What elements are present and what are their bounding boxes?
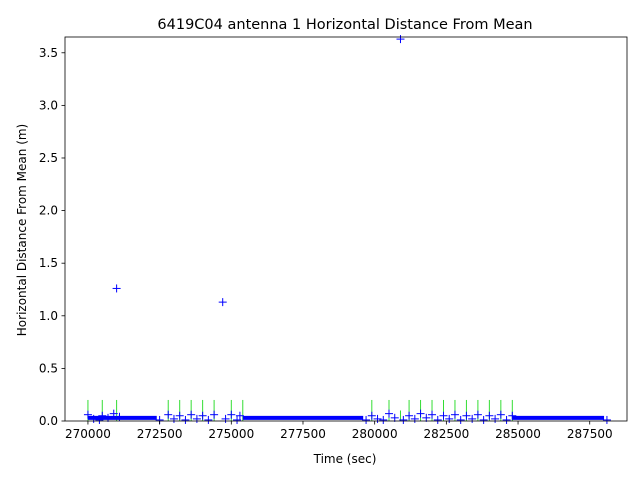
- x-tick-label: 287500: [567, 427, 613, 441]
- x-tick-label: 277500: [280, 427, 326, 441]
- x-tick-label: 270000: [65, 427, 111, 441]
- data-point: [104, 413, 113, 422]
- y-tick-label: 0.5: [39, 361, 58, 375]
- data-point: [502, 415, 511, 424]
- data-point: [115, 412, 124, 421]
- data-point: [491, 414, 500, 423]
- data-point: [445, 414, 454, 423]
- data-point: [410, 414, 419, 423]
- data-point: [235, 411, 244, 420]
- data-point: [485, 411, 494, 420]
- data-points: [83, 35, 611, 424]
- x-tick-label: 275000: [208, 427, 254, 441]
- data-point: [362, 415, 371, 424]
- data-point: [164, 410, 173, 419]
- data-point: [181, 415, 190, 424]
- data-point: [439, 411, 448, 420]
- data-point: [95, 415, 104, 424]
- data-point: [390, 413, 399, 422]
- data-point: [169, 414, 178, 423]
- data-point: [450, 410, 459, 419]
- data-point: [89, 414, 98, 423]
- data-point: [175, 411, 184, 420]
- data-point: [112, 284, 121, 293]
- axes-frame: [64, 36, 628, 422]
- data-point: [496, 410, 505, 419]
- data-point: [367, 411, 376, 420]
- y-tick-label: 3.0: [39, 98, 58, 112]
- data-point: [602, 415, 611, 424]
- y-tick-label: 1.0: [39, 309, 58, 323]
- data-point: [204, 415, 213, 424]
- data-point: [433, 415, 442, 424]
- y-axis-label: Horizontal Distance From Mean (m): [15, 124, 29, 336]
- data-point: [187, 410, 196, 419]
- data-point: [221, 414, 230, 423]
- data-point: [192, 414, 201, 423]
- data-point: [83, 410, 92, 419]
- data-point: [462, 411, 471, 420]
- data-point: [98, 411, 107, 420]
- data-point: [456, 415, 465, 424]
- data-point: [428, 410, 437, 419]
- data-point: [396, 35, 405, 44]
- y-axis-ticks: 0.0 0.5 1.0 1.5 2.0 2.5 3.0 3.5: [39, 46, 65, 428]
- data-point: [379, 415, 388, 424]
- y-tick-label: 3.5: [39, 46, 58, 60]
- x-tick-label: 280000: [352, 427, 398, 441]
- y-tick-label: 2.0: [39, 204, 58, 218]
- x-tick-label: 272500: [137, 427, 183, 441]
- data-point: [473, 410, 482, 419]
- data-point: [373, 414, 382, 423]
- data-point: [227, 410, 236, 419]
- data-point: [399, 415, 408, 424]
- y-tick-label: 0.0: [39, 414, 58, 428]
- y-tick-label: 2.5: [39, 151, 58, 165]
- data-point: [416, 409, 425, 418]
- data-point: [210, 410, 219, 419]
- data-point: [109, 409, 118, 418]
- x-axis-label: Time (sec): [313, 452, 377, 466]
- data-point: [218, 298, 227, 307]
- x-tick-label: 285000: [495, 427, 541, 441]
- data-point: [508, 411, 517, 420]
- data-point: [422, 413, 431, 422]
- x-axis-ticks: 270000 272500 275000 277500 280000 282500 2850…: [65, 421, 613, 441]
- y-tick-label: 1.5: [39, 256, 58, 270]
- data-point: [198, 411, 207, 420]
- axes-box: [64, 36, 628, 422]
- chart-title: 6419C04 antenna 1 Horizontal Distance Fr…: [157, 17, 532, 33]
- x-tick-label: 282500: [423, 427, 469, 441]
- data-point: [468, 414, 477, 423]
- data-point: [233, 415, 242, 424]
- data-point: [405, 411, 414, 420]
- data-point: [479, 415, 488, 424]
- data-point: [385, 409, 394, 418]
